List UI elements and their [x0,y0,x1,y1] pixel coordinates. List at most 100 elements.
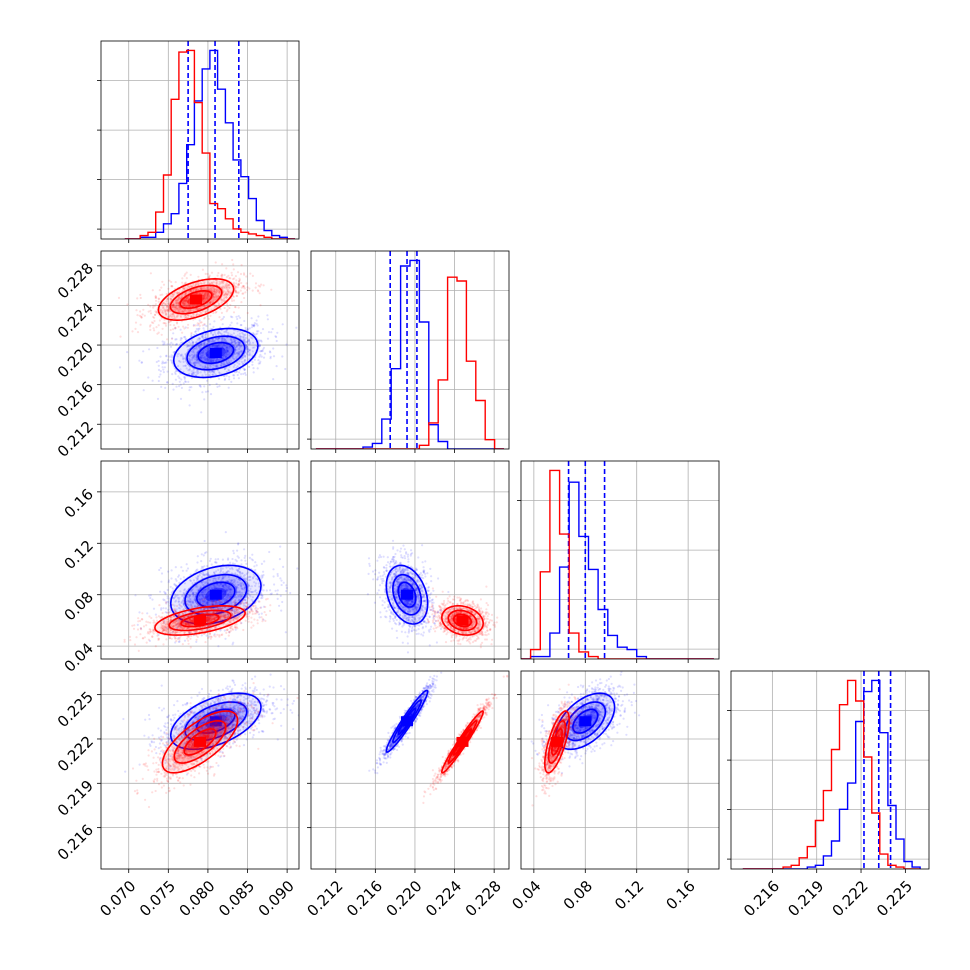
sample-point [210,370,213,373]
sample-point [215,365,218,368]
sample-point [134,594,137,597]
sample-point [237,596,240,599]
sample-point [225,355,228,358]
sample-point [250,317,253,320]
sample-point [213,616,216,619]
sample-point [208,346,211,349]
sample-point [228,351,231,354]
sample-point [234,603,237,606]
sample-point [412,596,416,599]
sample-point [163,629,166,632]
sample-point [215,616,218,619]
sample-point [199,287,202,290]
sample-point [198,339,201,342]
sample-point [252,332,255,335]
sample-point [245,577,248,580]
sample-point [232,338,235,341]
sample-point [214,585,217,588]
sample-point [233,608,237,611]
sample-point [212,311,215,315]
sample-point [204,297,207,300]
sample-point [166,305,169,308]
sample-point [231,339,234,343]
sample-point [123,638,126,641]
sample-point [201,365,204,368]
sample-point [210,338,214,341]
sample-point [213,571,216,574]
sample-point [189,289,192,292]
sample-point [199,608,202,611]
histogram-step-line [124,49,295,239]
sample-point [204,292,207,295]
sample-point [279,577,282,580]
sample-point [183,303,186,306]
sample-point [192,593,195,597]
sample-point [423,606,426,609]
sample-point [179,625,182,628]
sample-point [183,631,186,634]
sample-point [226,569,230,573]
sample-point [238,568,241,571]
sample-point [235,616,238,619]
sample-point [224,600,227,603]
sample-point [172,625,175,628]
sample-point [177,574,181,577]
sample-point [240,575,243,578]
sample-point [243,334,246,337]
sample-point [218,280,221,283]
sample-point [393,584,396,587]
sample-point [175,594,178,597]
sample-point [180,618,183,621]
sample-point [179,368,182,371]
sample-point [173,621,177,625]
sample-point [237,286,240,289]
sample-point [243,556,246,560]
sample-point [195,630,198,633]
sample-point [196,322,199,325]
sample-point [189,573,192,576]
sample-point [395,580,398,583]
sample-point [284,367,287,371]
sample-point [213,634,216,637]
sample-point [260,355,263,358]
sample-point [225,589,228,593]
sample-point [226,345,229,349]
sample-point [232,580,235,584]
sample-point [194,599,197,602]
sample-point [204,297,207,301]
sample-point [376,578,379,581]
sample-point [169,616,172,619]
sample-point [226,303,229,306]
sample-point [185,297,188,300]
sample-point [186,637,189,640]
sample-point [173,583,176,586]
sample-point [179,314,182,317]
sample-point [211,618,214,621]
sample-point [154,613,157,616]
sample-point [202,305,206,308]
sample-point [225,340,228,343]
sample-point [189,623,192,627]
sample-point [210,619,213,622]
sample-point [192,595,195,598]
sample-point [140,316,143,319]
sample-point [280,609,283,612]
sample-point [151,630,154,633]
sample-point [157,615,160,618]
sample-point [223,606,226,609]
sample-point [239,602,242,605]
sample-point [190,589,193,592]
sample-point [220,298,223,302]
sample-point [250,598,253,601]
sample-point [213,617,216,620]
contour-line [180,613,220,628]
sample-point [220,301,223,304]
sample-point [409,553,413,556]
sample-point [197,588,201,591]
sample-point [175,314,179,318]
sample-point [200,292,204,295]
sample-point [188,309,191,312]
sample-point [219,282,222,285]
sample-point [162,301,165,304]
sample-point [247,610,251,613]
